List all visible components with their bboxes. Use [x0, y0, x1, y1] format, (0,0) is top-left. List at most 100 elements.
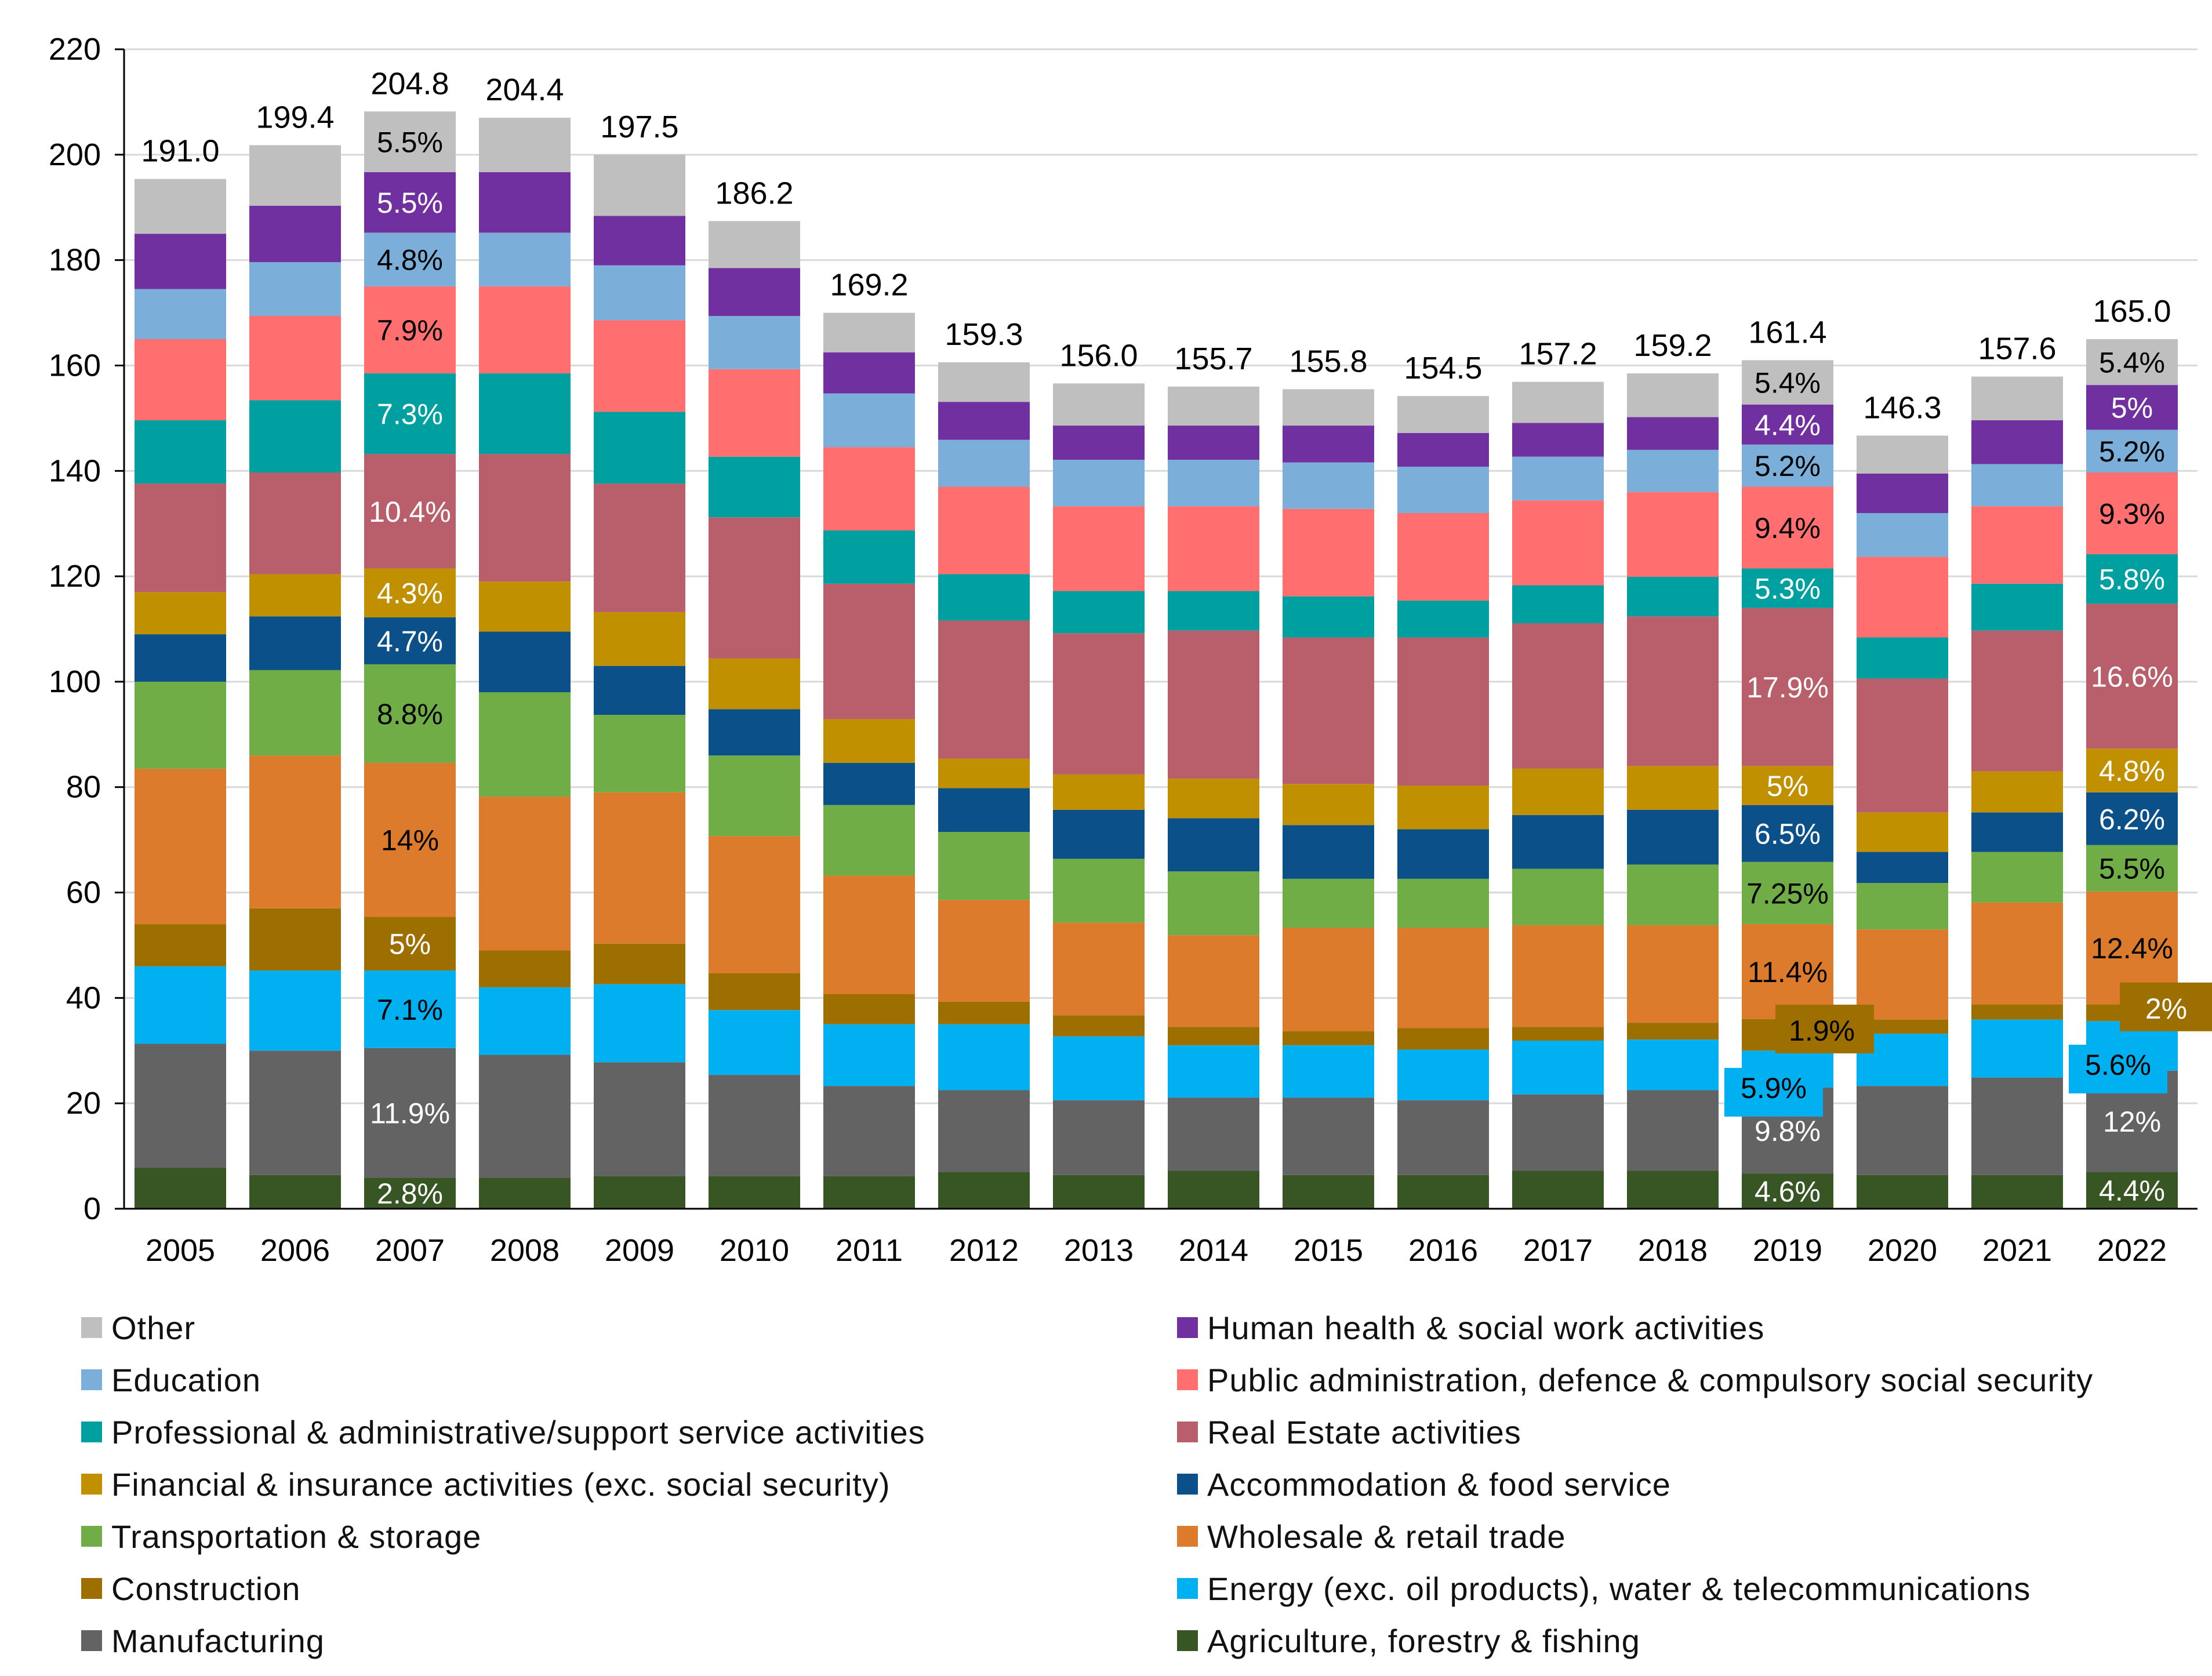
bar-segment — [1857, 1086, 1948, 1175]
legend-label: Human health & social work activities — [1207, 1309, 1765, 1346]
legend-item: Transportation & storage — [81, 1513, 481, 1559]
segment-label: 7.25% — [1746, 877, 1829, 910]
bar-segment — [1971, 506, 2063, 584]
x-tick-label: 2016 — [1408, 1233, 1478, 1268]
bar-segment — [1971, 583, 2063, 631]
bar-segment — [135, 681, 226, 769]
x-tick-label: 2019 — [1753, 1233, 1822, 1268]
bar-segment — [1283, 1175, 1374, 1209]
legend-item: Human health & social work activities — [1177, 1304, 1764, 1351]
bar-segment — [479, 987, 571, 1055]
bar-segment — [364, 617, 456, 664]
bar-segment — [1742, 444, 1833, 487]
bar-segment — [1742, 404, 1833, 445]
bar-segment — [1857, 1175, 1948, 1209]
segment-label: 4.4% — [2099, 1175, 2165, 1207]
bar-segment — [479, 631, 571, 693]
legend-swatch — [1177, 1421, 1198, 1442]
bar-segment — [709, 268, 800, 316]
bar-segment — [1397, 396, 1489, 433]
bar-segment — [2086, 603, 2178, 749]
bar-segment — [135, 483, 226, 592]
y-tick-label: 60 — [66, 875, 101, 910]
bar-segment — [1397, 600, 1489, 638]
bar-segment — [1168, 426, 1259, 460]
bar-segment — [594, 216, 685, 266]
bar-segment — [1742, 924, 1833, 1019]
bar-segment — [1397, 432, 1489, 467]
bar-segment — [709, 836, 800, 973]
bar-segment — [1397, 786, 1489, 830]
bar-segment — [2086, 748, 2178, 792]
x-tick-label: 2011 — [836, 1233, 903, 1268]
bar-segment — [594, 483, 685, 612]
bar-segment — [823, 994, 915, 1024]
bar-segment — [364, 917, 456, 971]
bar-segment — [938, 1024, 1030, 1090]
segment-label: 5.2% — [2099, 435, 2165, 468]
bar-segment — [1857, 852, 1948, 884]
bar-segment — [938, 1090, 1030, 1172]
total-label: 155.8 — [1289, 344, 1367, 379]
bar-segment — [938, 486, 1030, 575]
segment-label: 5.5% — [2099, 853, 2165, 885]
bar-segment — [1627, 449, 1719, 492]
bar-segment — [938, 620, 1030, 759]
total-label: 169.2 — [830, 268, 908, 303]
bar-segment — [1053, 859, 1145, 923]
bar-segment — [823, 352, 915, 394]
x-tick-label: 2005 — [146, 1233, 215, 1268]
x-tick-label: 2017 — [1523, 1233, 1593, 1268]
x-tick-label: 2007 — [375, 1233, 445, 1268]
bar-segment — [1397, 829, 1489, 879]
bar-segment — [1168, 386, 1259, 426]
x-tick-label: 2009 — [605, 1233, 674, 1268]
legend-swatch — [1177, 1317, 1198, 1338]
bar-segment — [823, 1024, 915, 1086]
segment-label: 9.3% — [2099, 497, 2165, 530]
bar-segment — [479, 797, 571, 951]
segment-labels: 5.5% 5.5% 4.8% 7.9% 7.3% 10.4% 4.3% 4.7% 8.8% 14%… — [369, 126, 2212, 1210]
total-label: 204.4 — [485, 72, 564, 107]
bar-segment — [249, 400, 341, 472]
bar-segment — [1971, 376, 2063, 420]
bar-segment — [249, 316, 341, 401]
bar-segment — [1742, 805, 1833, 862]
legend-item: Financial & insurance activities (exc. s… — [81, 1461, 890, 1507]
bar-segment — [1283, 426, 1374, 463]
legend-swatch — [81, 1474, 102, 1495]
total-label: 156.0 — [1059, 338, 1138, 373]
segment-label: 5.4% — [2099, 347, 2165, 379]
legend-label: Financial & insurance activities (exc. s… — [111, 1466, 891, 1503]
bar-segment — [1053, 506, 1145, 591]
bar-segment — [938, 1172, 1030, 1209]
legend-label: Professional & administrative/support se… — [111, 1413, 925, 1450]
segment-label: 12% — [2103, 1106, 2161, 1138]
segment-label: 1.9% — [1789, 1015, 1855, 1047]
legend-label: Energy (exc. oil products), water & tele… — [1207, 1570, 2031, 1607]
bar-segment — [1283, 784, 1374, 826]
bar-segment — [938, 900, 1030, 1002]
bar-segment — [135, 768, 226, 925]
total-label: 199.4 — [256, 100, 334, 134]
segment-label: 5.8% — [2099, 563, 2165, 596]
bar-segment — [594, 265, 685, 321]
bar-segment — [1283, 878, 1374, 928]
y-axis: 0 20 40 60 80 100 120 140 160 180 200 220 — [49, 32, 125, 1226]
bar-segment — [2086, 1172, 2178, 1209]
bar-segment — [1168, 1027, 1259, 1046]
legend-item: Professional & administrative/support se… — [81, 1409, 925, 1455]
legend-item: Education — [81, 1357, 261, 1403]
bar-segment — [1397, 928, 1489, 1028]
bar-segment — [249, 755, 341, 908]
bar-segment — [594, 320, 685, 412]
bar-segment — [938, 758, 1030, 788]
bar-segment — [249, 970, 341, 1051]
bar-segment — [1168, 935, 1259, 1027]
bar-segment — [1742, 1173, 1833, 1209]
legend-swatch — [1177, 1526, 1198, 1547]
segment-label: 5% — [2111, 392, 2153, 424]
bar-segment — [1053, 426, 1145, 460]
y-tick-label: 200 — [49, 137, 101, 172]
bar-segment — [479, 172, 571, 233]
